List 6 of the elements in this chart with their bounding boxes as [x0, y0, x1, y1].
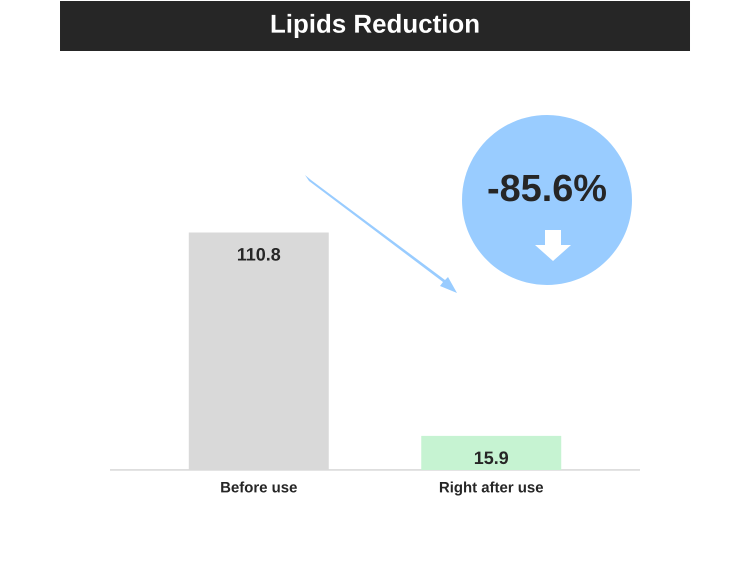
data-label: 110.8 — [238, 248, 280, 261]
x-tick-label: Before use — [221, 482, 297, 492]
x-tick-label: Right after use — [440, 482, 544, 496]
chart-title: Lipids Reduction — [272, 14, 478, 38]
data-label: 15.9 — [474, 451, 508, 464]
text: -85.6% — [488, 174, 606, 202]
